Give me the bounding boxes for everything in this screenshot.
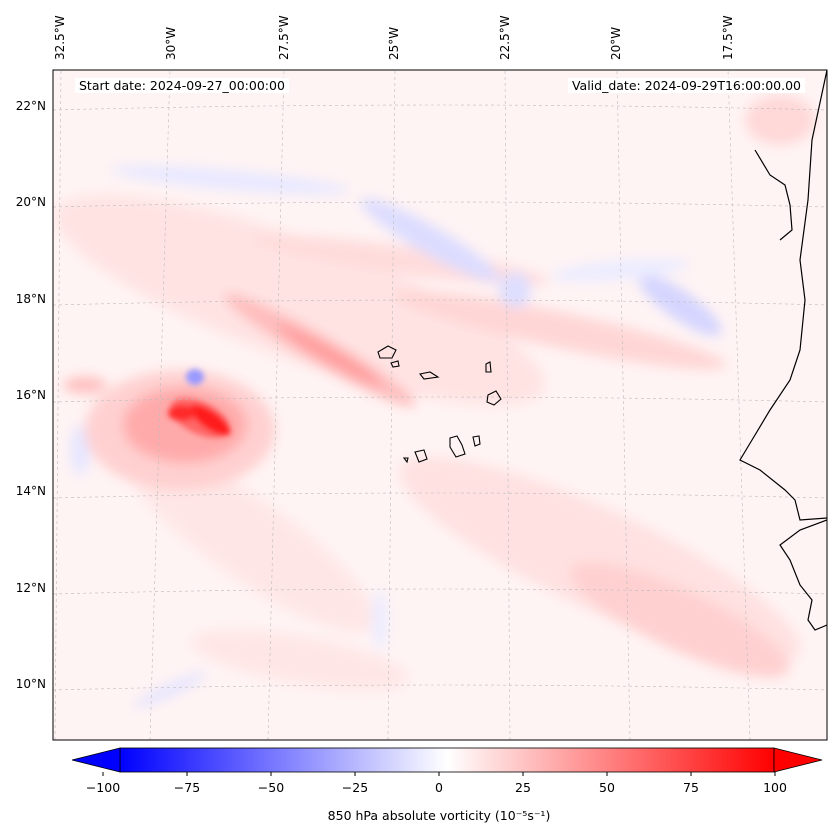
vorticity-field bbox=[53, 70, 827, 740]
lat-label-14n: 14°N bbox=[15, 484, 46, 498]
lon-label-32-5w: 32.5°W bbox=[53, 15, 67, 60]
africa-coastline bbox=[739, 70, 827, 521]
lat-label-20n: 20°N bbox=[15, 195, 46, 209]
lon-label-22-5w: 22.5°W bbox=[498, 15, 512, 60]
colorbar-tick-neg100: −100 bbox=[85, 780, 121, 795]
colorbar-tick-neg50: −50 bbox=[257, 780, 285, 795]
colorbar-tick-neg25: −25 bbox=[341, 780, 369, 795]
lon-label-27-5w: 27.5°W bbox=[277, 15, 291, 60]
valid-date-label: Valid_date: 2024-09-29T16:00:00.00 bbox=[567, 78, 805, 93]
colorbar-tick-0: 0 bbox=[435, 780, 443, 795]
lon-label-20w: 20°W bbox=[609, 26, 623, 60]
lon-label-17-5w: 17.5°W bbox=[721, 15, 735, 60]
lat-label-22n: 22°N bbox=[15, 99, 46, 113]
start-date-label: Start date: 2024-09-27_00:00:00 bbox=[75, 78, 289, 93]
colorbar-tick-neg75: −75 bbox=[173, 780, 201, 795]
lon-label-30w: 30°W bbox=[164, 26, 178, 60]
graticule bbox=[53, 70, 827, 740]
africa-coastline-south bbox=[779, 519, 827, 631]
colorbar-tick-75: 75 bbox=[683, 780, 699, 795]
lat-label-16n: 16°N bbox=[15, 388, 46, 402]
cape-verde-islands bbox=[377, 345, 502, 464]
lon-label-25w: 25°W bbox=[387, 26, 401, 60]
lat-label-10n: 10°N bbox=[15, 677, 46, 691]
lat-label-18n: 18°N bbox=[15, 292, 46, 306]
colorbar-tick-50: 50 bbox=[599, 780, 615, 795]
africa-coastline-north bbox=[754, 149, 793, 241]
colorbar-tick-100: 100 bbox=[763, 780, 787, 795]
colorbar-title: 850 hPa absolute vorticity (10⁻⁵s⁻¹) bbox=[327, 808, 551, 823]
colorbar-tick-25: 25 bbox=[515, 780, 531, 795]
colorbar bbox=[71, 747, 823, 776]
lat-label-12n: 12°N bbox=[15, 581, 46, 595]
